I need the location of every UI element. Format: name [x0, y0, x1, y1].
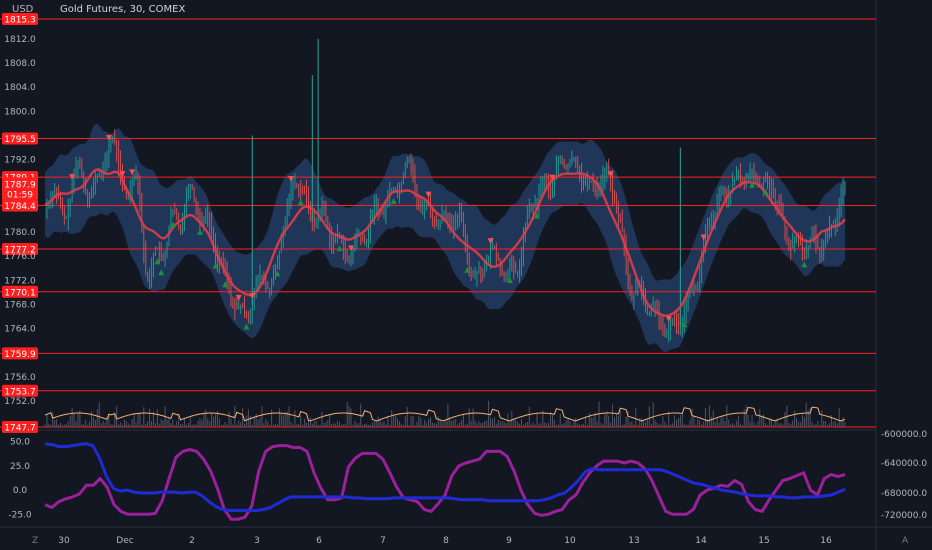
current-price-label: 1787.9: [4, 180, 36, 190]
buy-signal-marker: [506, 277, 513, 284]
buy-signal-marker: [243, 323, 250, 330]
x-axis-tick-label: 14: [695, 536, 707, 546]
sell-signal-marker: [348, 245, 355, 252]
buy-signal-marker: [336, 245, 343, 252]
buy-signal-marker: [749, 181, 756, 188]
y-axis-tick-label: 1764.0: [4, 325, 36, 335]
price-level-tag: [2, 132, 38, 145]
y-axis-tick-label: 1768.0: [4, 300, 36, 310]
symbol-title[interactable]: Gold Futures, 30, COMEX: [60, 4, 186, 15]
price-level-label: 1747.7: [4, 424, 36, 434]
sell-signal-marker: [549, 174, 556, 181]
current-price-tag: [2, 177, 38, 201]
y-axis-tick-label: 1792.0: [4, 156, 36, 166]
price-level-tag: [2, 199, 38, 212]
y-axis-tick-label: 1752.0: [4, 397, 36, 407]
price-level-label: 1784.4: [4, 202, 36, 212]
buy-signal-marker: [196, 228, 203, 235]
bar-countdown-label: 01:59: [7, 190, 33, 200]
osc-left-tick-label: 50.0: [10, 438, 30, 448]
sell-signal-marker: [665, 316, 672, 323]
osc-left-tick-label: 0.0: [13, 486, 28, 496]
x-axis-tick-label: 15: [758, 536, 769, 546]
x-axis-tick-label: Dec: [116, 536, 133, 546]
sell-signal-marker: [69, 174, 76, 181]
sell-signal-marker: [119, 171, 126, 178]
auto-scale-toggle[interactable]: A: [902, 536, 909, 546]
price-level-tag: [2, 347, 38, 360]
sell-signal-marker: [607, 171, 614, 178]
x-axis-tick-label: 8: [443, 536, 449, 546]
oscillator-blue-line: [44, 442, 846, 512]
y-axis-tick-label: 1772.0: [4, 276, 36, 286]
y-axis-tick-label: 1776.0: [4, 252, 36, 262]
buy-signal-marker: [801, 261, 808, 268]
timezone-toggle[interactable]: Z: [32, 536, 39, 546]
price-level-label: 1753.7: [4, 387, 36, 397]
y-axis-tick-label: 1812.0: [4, 35, 36, 45]
y-axis-tick-label: 1808.0: [4, 59, 36, 69]
buy-signal-marker: [297, 199, 304, 206]
buy-signal-marker: [534, 212, 541, 219]
osc-left-tick-label: 25.0: [10, 462, 30, 472]
x-axis-tick-label: 6: [316, 536, 322, 546]
buy-signal-marker: [274, 270, 281, 277]
sell-signal-marker: [235, 294, 242, 301]
moving-average-line: [44, 168, 846, 317]
x-axis-tick-label: 13: [628, 536, 639, 546]
y-axis-tick-label: 1756.0: [4, 373, 36, 383]
buy-signal-marker: [762, 188, 769, 195]
sell-signal-marker: [105, 134, 112, 141]
sell-signal-marker: [425, 191, 432, 198]
price-level-tag: [2, 384, 38, 397]
price-level-label: 1795.5: [4, 135, 36, 145]
x-axis-tick-label: 7: [380, 536, 386, 546]
sell-signal-marker: [487, 238, 494, 245]
osc-right-tick-label: -640000.0: [881, 459, 927, 469]
osc-right-tick-label: -600000.0: [881, 430, 927, 440]
price-level-tag: [2, 421, 38, 433]
sell-signal-marker: [249, 293, 256, 300]
buy-signal-marker: [154, 258, 161, 265]
oscillator-purple-line: [44, 444, 846, 521]
osc-right-tick-label: -720000.0: [881, 511, 927, 521]
y-axis-tick-label: 1804.0: [4, 83, 36, 93]
price-level-label: 1759.9: [4, 350, 36, 360]
buy-signal-marker: [212, 262, 219, 269]
volume-average-line: [44, 406, 846, 422]
price-level-label: 1815.3: [4, 16, 36, 26]
buy-signal-marker: [390, 197, 397, 204]
buy-signal-marker: [222, 281, 229, 288]
x-axis-tick-label: 3: [254, 536, 260, 546]
buy-signal-marker: [169, 221, 176, 228]
price-level-tag: [2, 242, 38, 255]
x-axis-tick-label: 30: [58, 536, 70, 546]
osc-left-tick-label: -25.0: [8, 510, 32, 520]
buy-signal-marker: [158, 269, 165, 276]
price-level-label: 1770.1: [4, 288, 36, 298]
x-axis-tick-label: 10: [564, 536, 576, 546]
y-axis-tick-label: 1780.0: [4, 228, 36, 238]
osc-right-tick-label: -680000.0: [881, 489, 927, 499]
price-level-tag: [2, 285, 38, 298]
sell-signal-marker: [700, 234, 707, 241]
sell-signal-marker: [288, 175, 295, 182]
price-level-tag: [2, 13, 38, 25]
x-axis-tick-label: 16: [820, 536, 832, 546]
y-axis-tick-label: 1800.0: [4, 107, 36, 117]
price-level-label: 1777.2: [4, 245, 36, 255]
buy-signal-marker: [464, 266, 471, 273]
buy-signal-marker: [681, 321, 688, 328]
currency-label: USD: [12, 4, 34, 15]
x-axis-tick-label: 9: [506, 536, 512, 546]
sell-signal-marker: [129, 169, 136, 176]
x-axis-tick-label: 2: [189, 536, 195, 546]
